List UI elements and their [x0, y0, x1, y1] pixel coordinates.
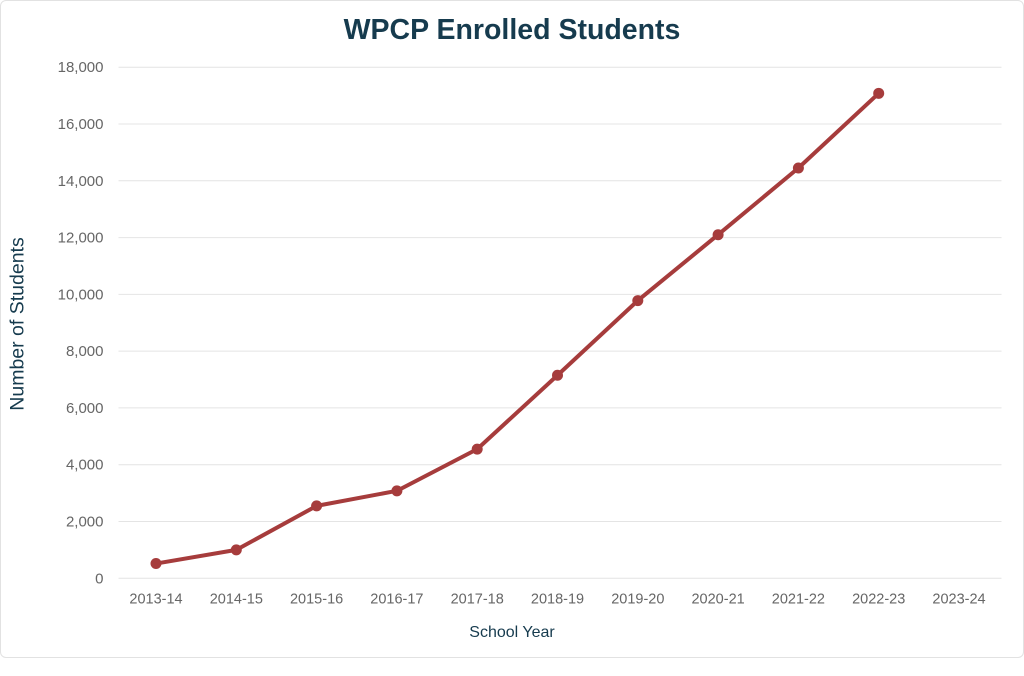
svg-text:2013-14: 2013-14 — [129, 591, 182, 607]
svg-text:2021-22: 2021-22 — [772, 591, 825, 607]
svg-text:2020-21: 2020-21 — [691, 591, 744, 607]
svg-text:2,000: 2,000 — [66, 514, 104, 531]
svg-text:14,000: 14,000 — [58, 173, 104, 190]
svg-text:2018-19: 2018-19 — [531, 591, 584, 607]
svg-text:8,000: 8,000 — [66, 343, 104, 360]
svg-text:2016-17: 2016-17 — [370, 591, 423, 607]
svg-text:18,000: 18,000 — [58, 59, 104, 76]
svg-text:2017-18: 2017-18 — [451, 591, 504, 607]
svg-text:4,000: 4,000 — [66, 457, 104, 474]
svg-text:2022-23: 2022-23 — [852, 591, 905, 607]
svg-text:2014-15: 2014-15 — [210, 591, 263, 607]
svg-text:2023-24: 2023-24 — [932, 591, 985, 607]
svg-text:6,000: 6,000 — [66, 400, 104, 417]
svg-text:0: 0 — [95, 570, 103, 587]
svg-text:16,000: 16,000 — [58, 116, 104, 133]
svg-text:10,000: 10,000 — [58, 286, 104, 303]
svg-text:12,000: 12,000 — [58, 230, 104, 247]
svg-text:2019-20: 2019-20 — [611, 591, 664, 607]
svg-text:2015-16: 2015-16 — [290, 591, 343, 607]
